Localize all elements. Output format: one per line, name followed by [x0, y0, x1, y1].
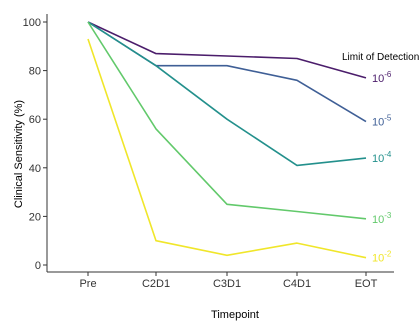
series-label-base: 10: [372, 117, 384, 129]
x-axis-title: Timepoint: [211, 309, 259, 321]
y-tick-label: 20: [29, 211, 41, 223]
series-label-exponent: -4: [384, 150, 392, 159]
y-tick-label: 40: [29, 163, 41, 175]
series-label-exponent: -2: [384, 250, 392, 259]
series-label-base: 10: [372, 153, 384, 165]
y-tick-label: 100: [23, 17, 41, 29]
limit-of-detection-annotation: Limit of Detection: [342, 52, 419, 63]
series-line: [87, 21, 367, 167]
y-tick-label: 80: [29, 66, 41, 78]
series-label: 10-5: [372, 114, 392, 129]
series-label-exponent: -5: [384, 114, 392, 123]
series-label: 10-3: [372, 211, 392, 226]
series-line: [87, 21, 367, 79]
y-tick-label: 60: [29, 114, 41, 126]
x-axis-ticks: Pre C2D1 C3D1 C4D1 EOT: [79, 272, 378, 290]
y-axis-ticks: 0 20 40 60 80 100: [23, 17, 47, 272]
x-tick-label: C4D1: [283, 278, 311, 290]
series-label-base: 10: [372, 73, 384, 85]
x-tick-label: C3D1: [213, 278, 241, 290]
series-label-base: 10: [372, 214, 384, 226]
series-lines: [87, 21, 367, 259]
series-line: [87, 21, 367, 220]
series-labels: 10-610-510-410-310-2: [372, 70, 392, 265]
series-label-base: 10: [372, 253, 384, 265]
y-axis-title: Clinical Sensitivity (%): [13, 100, 25, 208]
x-tick-label: EOT: [355, 278, 378, 290]
series-label-exponent: -3: [384, 211, 392, 220]
x-tick-label: Pre: [79, 278, 96, 290]
series-line: [87, 21, 367, 123]
x-tick-label: C2D1: [142, 278, 170, 290]
series-label: 10-6: [372, 70, 392, 85]
series-label: 10-4: [372, 150, 392, 165]
series-label-exponent: -6: [384, 70, 392, 79]
y-tick-label: 0: [35, 260, 41, 272]
series-label: 10-2: [372, 250, 392, 265]
series-line: [87, 38, 367, 259]
